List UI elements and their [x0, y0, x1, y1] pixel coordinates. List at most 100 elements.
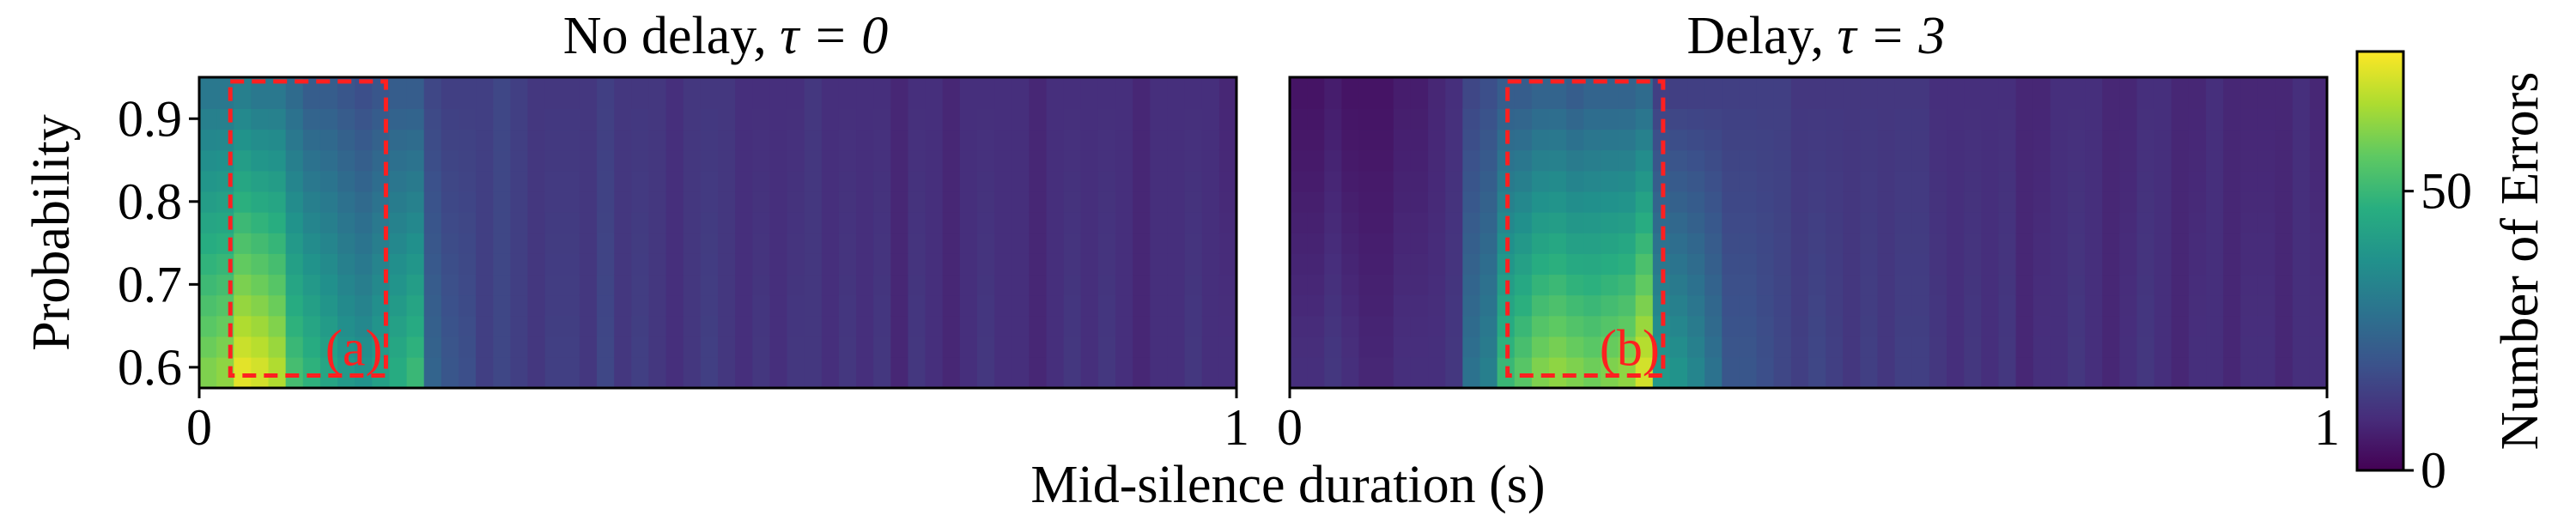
heatmap-cell	[1046, 274, 1065, 296]
heatmap-cell	[2309, 149, 2328, 172]
panel-title: Delay, τ = 3	[1686, 7, 1945, 65]
heatmap-cell	[2206, 211, 2224, 233]
heatmap-cell	[2275, 233, 2293, 254]
heatmap-cell	[1583, 274, 1602, 296]
heatmap-cell	[1393, 253, 1412, 276]
heatmap-cell	[1566, 233, 1585, 254]
heatmap-cell	[1756, 108, 1775, 130]
heatmap-cell	[579, 211, 598, 233]
heatmap-cell	[1601, 274, 1619, 296]
heatmap-cell	[631, 129, 650, 151]
heatmap-cell	[1046, 233, 1065, 254]
heatmap-cell	[1929, 191, 1947, 213]
heatmap-cell	[2032, 356, 2051, 389]
heatmap-cell	[959, 336, 978, 358]
heatmap-cell	[302, 170, 321, 192]
heatmap-cell	[2068, 336, 2086, 358]
heatmap-cell	[2309, 294, 2328, 317]
heatmap-cell	[1218, 108, 1237, 130]
heatmap-cell	[2085, 191, 2104, 213]
heatmap-cell	[1947, 356, 1965, 389]
heatmap-cell	[1376, 315, 1394, 337]
heatmap-cell	[1739, 77, 1758, 109]
heatmap-cell	[752, 233, 771, 254]
heatmap-cell	[1618, 336, 1637, 358]
heatmap-cell	[476, 336, 495, 358]
heatmap-cell	[838, 356, 857, 389]
heatmap-cell	[925, 77, 944, 109]
heatmap-cell	[1687, 315, 1705, 337]
heatmap-cell	[631, 294, 650, 317]
heatmap-cell	[2206, 294, 2224, 317]
heatmap-cell	[908, 294, 927, 317]
heatmap-cell	[1843, 253, 1862, 276]
heatmap-cell	[2119, 336, 2138, 358]
heatmap-cell	[2257, 356, 2276, 389]
heatmap-cell	[1756, 170, 1775, 192]
heatmap-cell	[406, 149, 425, 172]
heatmap-cell	[1981, 149, 2000, 172]
heatmap-cell	[1860, 129, 1879, 151]
heatmap-cell	[769, 129, 788, 151]
heatmap-cell	[1393, 356, 1412, 389]
heatmap-cell	[1652, 315, 1671, 337]
heatmap-cell	[631, 108, 650, 130]
heatmap-cell	[925, 149, 944, 172]
heatmap-cell	[1080, 108, 1099, 130]
heatmap-cell	[1687, 129, 1705, 151]
heatmap-cell	[527, 211, 546, 233]
heatmap-cell	[1046, 356, 1065, 389]
heatmap-cell	[821, 149, 840, 172]
heatmap-cell	[1097, 191, 1116, 213]
heatmap-cell	[389, 129, 408, 151]
heatmap-cell	[1445, 274, 1464, 296]
heatmap-cell	[1080, 77, 1099, 109]
heatmap-cell	[1756, 274, 1775, 296]
heatmap-cell	[1790, 149, 1809, 172]
heatmap-cell	[683, 77, 702, 109]
heatmap-cell	[2188, 149, 2207, 172]
heatmap-cell	[856, 274, 874, 296]
heatmap-cell	[1393, 170, 1412, 192]
heatmap-cell	[199, 315, 217, 337]
heatmap-cell	[787, 315, 805, 337]
heatmap-cell	[234, 274, 252, 296]
heatmap-cell	[268, 315, 287, 337]
heatmap-cell	[1618, 129, 1637, 151]
heatmap-cell	[2257, 77, 2276, 109]
heatmap-cell	[1773, 315, 1792, 337]
heatmap-cell	[544, 274, 563, 296]
heatmap-cell	[2154, 315, 2172, 337]
heatmap-cell	[1722, 274, 1741, 296]
heatmap-cell	[1290, 191, 1308, 213]
heatmap-cell	[1826, 253, 1844, 276]
heatmap-cell	[1773, 253, 1792, 276]
heatmap-cell	[648, 336, 667, 358]
heatmap-cell	[302, 253, 321, 276]
heatmap-cell	[1826, 108, 1844, 130]
heatmap-cell	[562, 274, 580, 296]
heatmap-cell	[1860, 149, 1879, 172]
heatmap-cell	[423, 336, 442, 358]
heatmap-cell	[1756, 253, 1775, 276]
heatmap-cell	[2050, 336, 2069, 358]
heatmap-cell	[1445, 211, 1464, 233]
heatmap-cell	[234, 233, 252, 254]
heatmap-cell	[838, 211, 857, 233]
heatmap-cell	[735, 170, 754, 192]
heatmap-cell	[302, 315, 321, 337]
heatmap-cell	[2223, 233, 2242, 254]
heatmap-cell	[1115, 129, 1133, 151]
heatmap-cell	[2050, 294, 2069, 317]
heatmap-cell	[1911, 336, 1930, 358]
heatmap-cell	[821, 211, 840, 233]
heatmap-cell	[389, 336, 408, 358]
heatmap-cell	[752, 253, 771, 276]
heatmap-cell	[1911, 315, 1930, 337]
heatmap-cell	[1739, 191, 1758, 213]
heatmap-cell	[476, 77, 495, 109]
heatmap-cell	[268, 191, 287, 213]
heatmap-cell	[2275, 211, 2293, 233]
heatmap-cell	[423, 211, 442, 233]
heatmap-cell	[1150, 336, 1169, 358]
